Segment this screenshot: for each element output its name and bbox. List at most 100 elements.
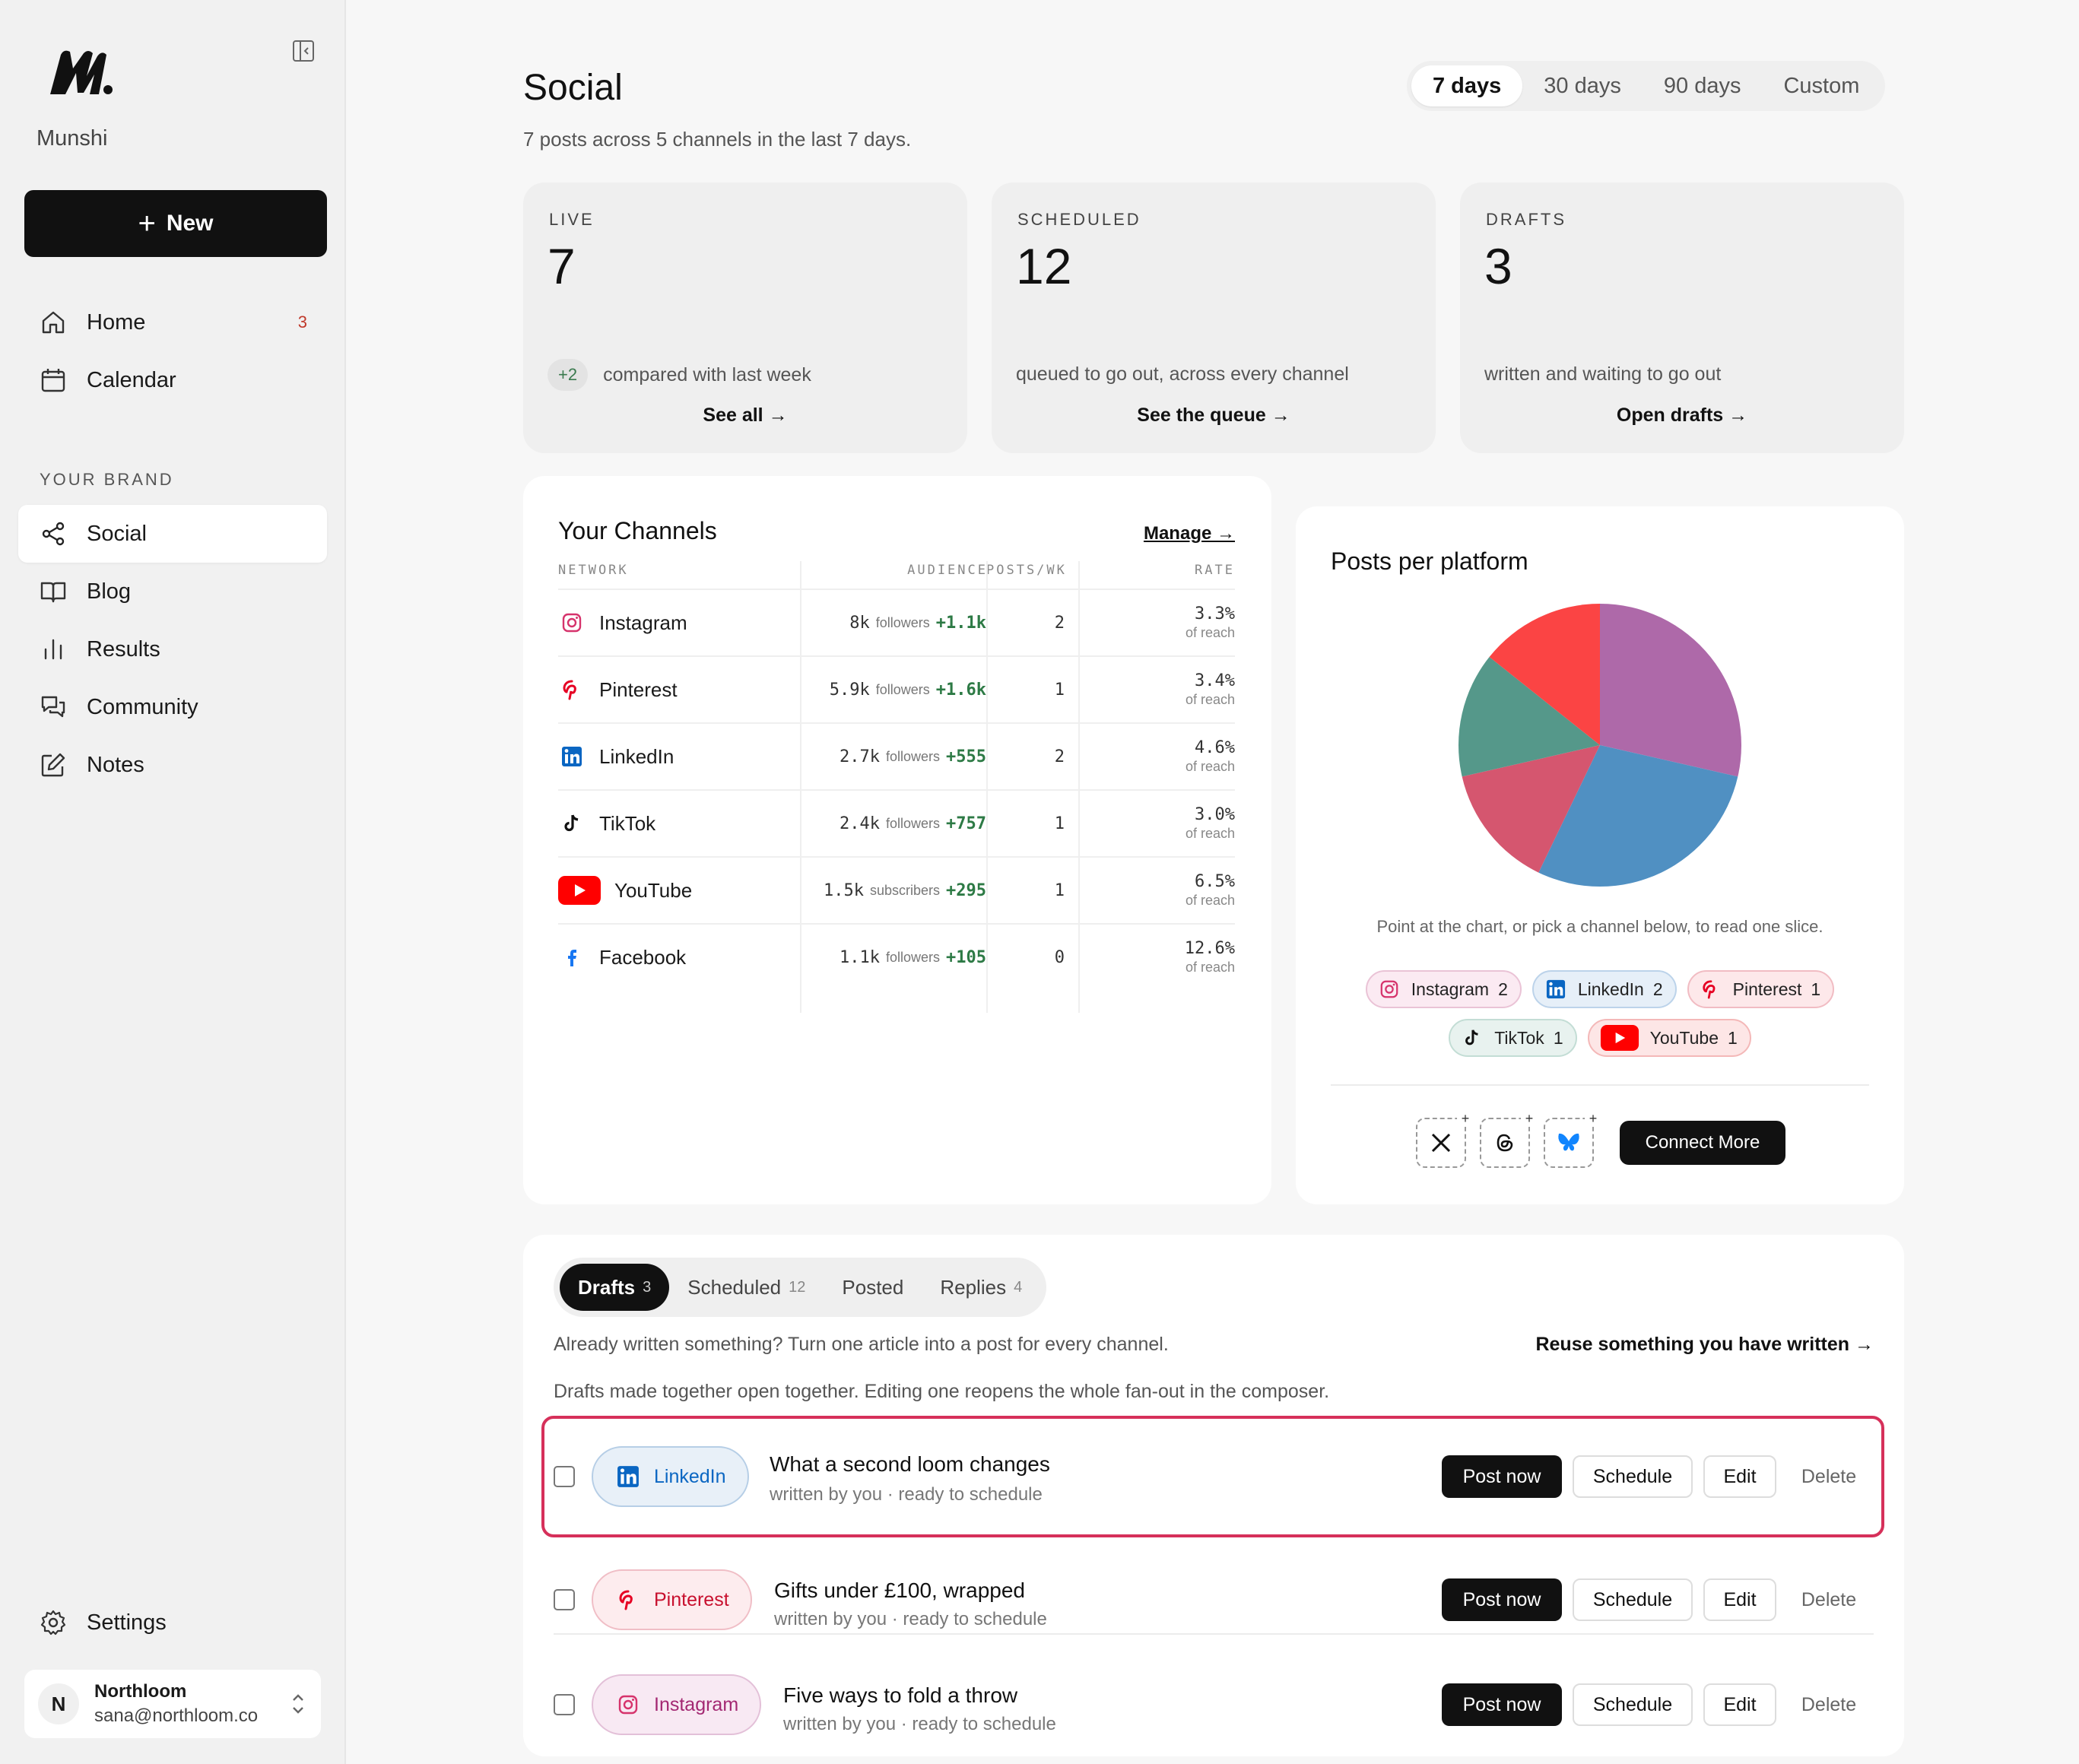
stat-card-drafts: DRAFTS 3 written and waiting to go out O… bbox=[1460, 182, 1904, 453]
network-name: TikTok bbox=[599, 811, 656, 835]
sidebar-item-results[interactable]: Results bbox=[18, 620, 327, 678]
pie-slice-pinterest[interactable] bbox=[1462, 745, 1600, 873]
pie-slice-linkedin[interactable] bbox=[1538, 745, 1738, 887]
rate-value: 12.6% bbox=[1184, 939, 1235, 958]
stat-label: SCHEDULED bbox=[1017, 210, 1141, 229]
draft-meta: written by you · ready to schedule bbox=[774, 1609, 1047, 1629]
legend-chip-tiktok[interactable]: TikTok 1 bbox=[1449, 1019, 1577, 1057]
audience-growth: +105 bbox=[946, 947, 986, 967]
sidebar-item-social[interactable]: Social bbox=[18, 505, 327, 563]
edit-button[interactable]: Edit bbox=[1703, 1683, 1776, 1726]
plus-icon: + bbox=[1585, 1110, 1601, 1127]
post-now-button[interactable]: Post now bbox=[1442, 1683, 1562, 1726]
tab-posted[interactable]: Posted bbox=[824, 1264, 922, 1311]
sidebar-item-notes[interactable]: Notes bbox=[18, 736, 327, 794]
edit-button[interactable]: Edit bbox=[1703, 1578, 1776, 1621]
audience-count: 1.1k bbox=[840, 947, 880, 967]
stat-label: LIVE bbox=[549, 210, 595, 229]
legend-chip-pinterest[interactable]: Pinterest 1 bbox=[1687, 970, 1835, 1008]
channel-row-pinterest[interactable]: Pinterest 5.9k followers +1.6k 1 3.4% of re… bbox=[558, 655, 1235, 722]
channel-pill-pinterest: Pinterest bbox=[592, 1569, 752, 1630]
schedule-button[interactable]: Schedule bbox=[1573, 1455, 1693, 1498]
manage-link[interactable]: Manage → bbox=[1143, 523, 1235, 544]
delete-button[interactable]: Delete bbox=[1801, 1588, 1857, 1610]
collapse-sidebar-icon[interactable] bbox=[292, 40, 315, 62]
tab-label: Scheduled bbox=[687, 1275, 782, 1299]
pie-slice-youtube[interactable] bbox=[1489, 604, 1600, 745]
draft-checkbox[interactable] bbox=[554, 1589, 575, 1610]
tab-label: Drafts bbox=[578, 1275, 636, 1299]
see-all-link[interactable]: See all → bbox=[703, 405, 788, 426]
connect-more-button[interactable]: Connect More bbox=[1620, 1121, 1785, 1165]
sidebar-item-label: Community bbox=[87, 694, 198, 719]
sidebar-item-label: Social bbox=[87, 521, 147, 546]
delete-button[interactable]: Delete bbox=[1801, 1465, 1857, 1487]
threads-icon bbox=[1497, 1134, 1513, 1152]
book-icon bbox=[40, 582, 66, 603]
legend-chip-linkedin[interactable]: LinkedIn 2 bbox=[1531, 970, 1677, 1008]
plus-icon: + bbox=[1521, 1110, 1538, 1127]
rate-value: 3.3% bbox=[1195, 604, 1235, 623]
range-custom[interactable]: Custom bbox=[1783, 73, 1860, 98]
audience-count: 2.4k bbox=[840, 814, 880, 833]
new-button[interactable]: + New bbox=[24, 190, 327, 257]
legend-label: Instagram bbox=[1411, 979, 1490, 999]
reuse-link[interactable]: Reuse something you have written → bbox=[1535, 1334, 1874, 1355]
chat-bubbles-icon bbox=[41, 696, 65, 718]
range-7-days[interactable]: 7 days bbox=[1411, 65, 1523, 106]
avatar: N bbox=[38, 1683, 79, 1724]
open-drafts-link[interactable]: Open drafts → bbox=[1616, 405, 1748, 426]
munshi-logo[interactable] bbox=[47, 46, 116, 100]
connect-x-button[interactable]: + bbox=[1416, 1110, 1474, 1168]
pie-chart[interactable] bbox=[1455, 601, 1744, 890]
legend-chip-youtube[interactable]: YouTube 1 bbox=[1587, 1019, 1751, 1057]
posts-per-week: 2 bbox=[1054, 613, 1065, 633]
page-subtitle: 7 posts across 5 channels in the last 7 … bbox=[523, 128, 912, 151]
legend-chip-instagram[interactable]: Instagram 2 bbox=[1365, 970, 1522, 1008]
sidebar-item-blog[interactable]: Blog bbox=[18, 563, 327, 620]
channel-row-instagram[interactable]: Instagram 8k followers +1.1k 2 3.3% of reac… bbox=[558, 589, 1235, 655]
sidebar-item-community[interactable]: Community bbox=[18, 678, 327, 736]
post-now-button[interactable]: Post now bbox=[1442, 1455, 1562, 1498]
sidebar-item-settings[interactable]: Settings bbox=[18, 1594, 327, 1651]
audience-unit: followers bbox=[885, 949, 941, 965]
draft-row-instagram[interactable]: Instagram Five ways to fold a throw writ… bbox=[541, 1655, 1884, 1764]
pie-slice-instagram[interactable] bbox=[1600, 604, 1741, 777]
gear-icon bbox=[40, 1610, 66, 1636]
see-queue-link[interactable]: See the queue → bbox=[1137, 405, 1290, 426]
schedule-button[interactable]: Schedule bbox=[1573, 1578, 1693, 1621]
post-now-button[interactable]: Post now bbox=[1442, 1578, 1562, 1621]
account-switcher[interactable]: N Northloom sana@northloom.co bbox=[24, 1670, 321, 1738]
sidebar-item-calendar[interactable]: Calendar bbox=[18, 351, 327, 409]
draft-row-pinterest[interactable]: Pinterest Gifts under £100, wrapped writ… bbox=[541, 1550, 1884, 1671]
schedule-button[interactable]: Schedule bbox=[1573, 1683, 1693, 1726]
network-name: LinkedIn bbox=[599, 744, 674, 768]
tab-replies[interactable]: Replies 4 bbox=[922, 1264, 1040, 1311]
channel-row-youtube[interactable]: YouTube 1.5k subscribers +295 1 6.5% of rea… bbox=[558, 856, 1235, 923]
range-90-days[interactable]: 90 days bbox=[1663, 73, 1741, 98]
delete-button[interactable]: Delete bbox=[1801, 1693, 1857, 1715]
channel-row-linkedin[interactable]: LinkedIn 2.7k followers +555 2 4.6% of reac… bbox=[558, 722, 1235, 789]
edit-button[interactable]: Edit bbox=[1703, 1455, 1776, 1498]
audience-growth: +295 bbox=[946, 880, 986, 900]
tab-scheduled[interactable]: Scheduled 12 bbox=[669, 1264, 824, 1311]
brand-name: Munshi bbox=[37, 126, 108, 151]
connect-bluesky-button[interactable]: + bbox=[1544, 1110, 1601, 1168]
posts-per-week: 1 bbox=[1054, 814, 1065, 833]
audience-unit: subscribers bbox=[869, 882, 941, 898]
tab-drafts[interactable]: Drafts 3 bbox=[560, 1264, 670, 1311]
legend-count: 1 bbox=[1728, 1027, 1738, 1048]
connect-threads-button[interactable]: + bbox=[1480, 1110, 1538, 1168]
stat-card-scheduled: SCHEDULED 12 queued to go out, across ev… bbox=[992, 182, 1436, 453]
channel-row-tiktok[interactable]: TikTok 2.4k followers +757 1 3.0% of reach bbox=[558, 789, 1235, 856]
tab-label: Replies bbox=[940, 1275, 1007, 1299]
sidebar-item-home[interactable]: Home 3 bbox=[18, 293, 327, 351]
draft-checkbox[interactable] bbox=[554, 1466, 575, 1487]
draft-row-linkedin[interactable]: LinkedIn What a second loom changes writ… bbox=[541, 1416, 1884, 1537]
channel-row-facebook[interactable]: Facebook 1.1k followers +105 0 12.6% of rea… bbox=[558, 923, 1235, 990]
divider bbox=[1331, 1084, 1869, 1086]
pie-slice-tiktok[interactable] bbox=[1458, 657, 1600, 777]
draft-checkbox[interactable] bbox=[554, 1694, 575, 1715]
rate-value: 3.4% bbox=[1195, 671, 1235, 690]
range-30-days[interactable]: 30 days bbox=[1544, 73, 1621, 98]
